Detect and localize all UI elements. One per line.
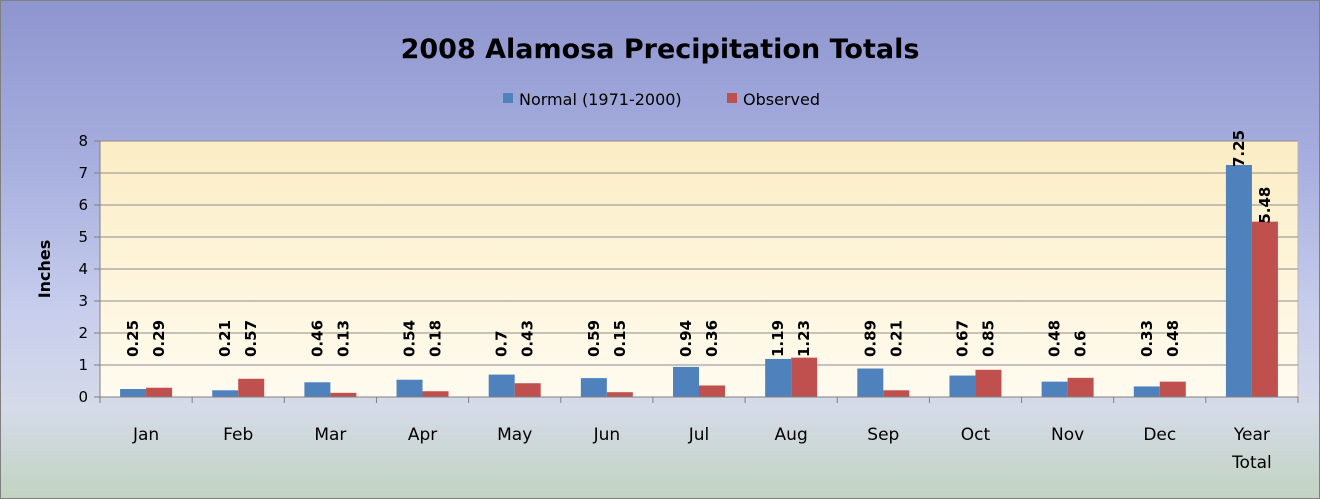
bar-normal [396,379,423,397]
bar-observed [422,391,449,397]
data-label: 1.19 [769,320,787,357]
legend-swatch [503,93,513,103]
y-tick-label: 0 [78,388,88,406]
chart-title: 2008 Alamosa Precipitation Totals [401,34,920,65]
x-tick-label: May [497,425,532,445]
data-label: 0.15 [611,320,629,357]
bar-normal [949,375,976,397]
x-tick-label: Jun [593,425,621,445]
data-label: 0.48 [1046,320,1064,357]
bar-observed [883,390,910,397]
legend-swatch [727,93,737,103]
data-label: 0.29 [150,320,168,357]
bar-observed [699,385,725,397]
data-label: 0.21 [887,320,905,357]
bar-observed [606,392,633,397]
bar-observed [1159,381,1186,397]
data-label: 0.54 [401,320,419,357]
y-tick-label: 5 [78,228,88,246]
x-tick-label: Sep [867,425,899,445]
data-labels: 0.25 0.29 0.21 0.57 0.46 0.13 0.54 0.18 0.7 0.43 0… [124,130,1274,357]
data-label: 0.94 [677,320,695,357]
x-tick-label: Dec [1143,425,1176,445]
y-tick-label: 1 [78,356,88,374]
bar-observed [975,369,1002,397]
y-tick-label: 3 [78,292,88,310]
x-tick-label: Oct [961,425,991,445]
x-tick-label: Mar [314,425,346,445]
bar-observed [146,387,173,397]
y-axis-label: Inches [35,240,54,299]
data-label: 0.7 [493,330,511,357]
x-tick-label: Aug [775,425,808,445]
data-label: 0.48 [1164,320,1182,357]
data-label: 0.13 [334,320,352,357]
data-label: 0.59 [585,320,603,357]
gridlines [100,140,1298,366]
data-label: 0.57 [242,320,260,357]
bar-normal [488,374,515,397]
x-tick-label: Jan [132,425,159,445]
data-label: 0.67 [953,320,971,357]
bar-normal [673,366,699,397]
bar-normal [304,382,331,397]
bar-observed [1251,221,1278,397]
data-label: 1.23 [795,320,813,357]
bar-observed [514,383,541,397]
bar-observed [791,357,818,397]
legend-label: Normal (1971-2000) [519,90,682,109]
x-tick-label: Apr [408,425,437,445]
data-label: 7.25 [1230,130,1248,167]
data-label: 0.6 [1072,330,1090,357]
data-label: 0.25 [124,320,142,357]
x-tick-label: Total [1231,453,1272,473]
bars [120,165,1278,397]
data-label: 0.43 [519,320,537,357]
y-tick-label: 7 [78,164,88,182]
x-tick-label: Nov [1051,425,1084,445]
bar-normal [212,390,239,397]
data-label: 5.48 [1256,187,1274,224]
bar-normal [857,368,884,397]
data-label: 0.46 [308,320,326,357]
bar-normal [580,378,607,397]
x-tick-label: Year [1233,425,1270,445]
bar-normal [1225,165,1252,397]
bar-observed [1067,377,1094,397]
data-label: 0.21 [216,320,234,357]
bar-observed [330,392,357,397]
bar-normal [120,389,147,397]
data-label: 0.18 [427,320,445,357]
bar-normal [765,358,792,397]
legend-label: Observed [743,90,820,109]
data-label: 0.89 [861,320,879,357]
y-tick-label: 2 [78,324,88,342]
data-label: 0.36 [703,320,721,357]
bar-observed [238,378,265,397]
y-tick-label: 4 [78,260,88,278]
bar-normal [1041,381,1068,397]
y-tick-label: 8 [78,132,88,150]
bar-normal [1133,386,1160,397]
x-tick-label: Feb [223,425,253,445]
data-label: 0.85 [979,320,997,357]
data-label: 0.33 [1138,320,1156,357]
axes: 0 1 2 3 4 5 6 7 8 Jan Feb Mar Apr May Jun Jul Aug Sep Oct N… [78,132,1299,473]
legend: Normal (1971-2000) Observed [503,90,820,109]
x-tick-label: Jul [688,425,710,445]
y-tick-label: 6 [78,196,88,214]
